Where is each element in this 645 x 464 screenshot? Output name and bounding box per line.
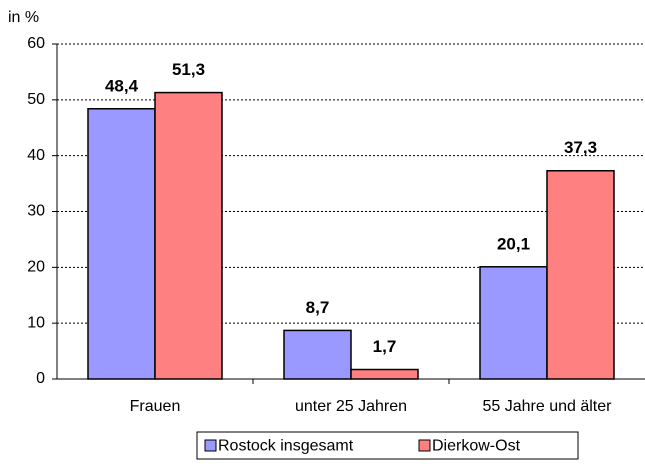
data-label: 37,3 <box>564 138 597 157</box>
data-label: 20,1 <box>497 234 530 253</box>
x-tick-label: unter 25 Jahren <box>295 398 407 415</box>
y-tick-label: 20 <box>27 259 45 276</box>
legend-swatch <box>418 439 431 452</box>
x-tick-label: 55 Jahre und älter <box>483 398 613 415</box>
y-tick-label: 10 <box>27 314 45 331</box>
data-label: 1,7 <box>373 337 397 356</box>
y-tick-label: 0 <box>36 370 45 387</box>
legend-label: Rostock insgesamt <box>218 438 354 455</box>
data-label: 8,7 <box>306 298 330 317</box>
legend-box <box>196 431 579 460</box>
legend-swatch <box>204 439 217 452</box>
legend-label: Dierkow-Ost <box>432 438 521 455</box>
bar <box>546 169 615 380</box>
bar <box>87 108 156 380</box>
bar <box>154 91 223 380</box>
bar <box>479 266 548 380</box>
y-tick-label: 40 <box>27 147 45 164</box>
bar <box>350 368 419 380</box>
y-tick-label: 50 <box>27 91 45 108</box>
data-label: 51,3 <box>172 60 205 79</box>
y-axis-label: in % <box>8 9 39 26</box>
x-tick-label: Frauen <box>130 398 181 415</box>
y-tick-label: 60 <box>27 35 45 52</box>
y-tick-label: 30 <box>27 203 45 220</box>
data-label: 48,4 <box>105 76 139 95</box>
bar <box>283 329 352 380</box>
